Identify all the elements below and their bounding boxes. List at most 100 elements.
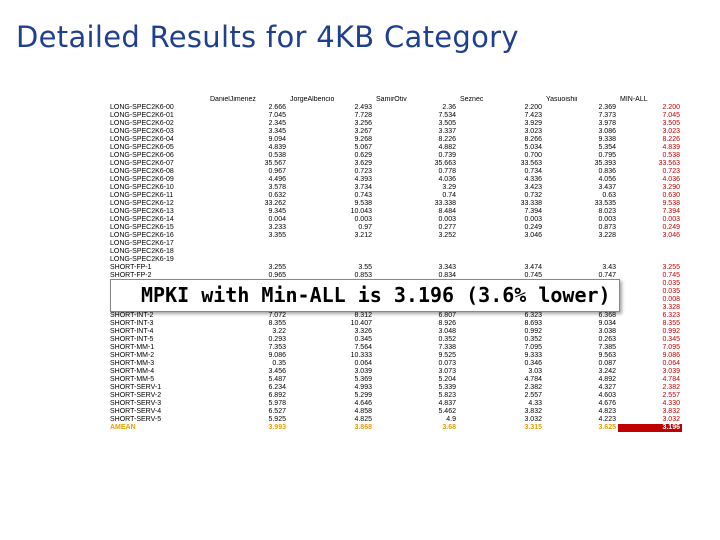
min-all-cell: 4.784 — [662, 376, 680, 383]
value-cell: 3.242 — [598, 368, 616, 375]
table-row: LONG-SPEC2K6-18 — [108, 248, 682, 256]
value-cell: 3.734 — [354, 184, 372, 191]
value-cell: 0.723 — [354, 168, 372, 175]
value-cell — [544, 240, 618, 248]
table-row: SHORT-SERV-2 6.892 5.299 5.823 2.557 4.603 2.5… — [108, 392, 682, 400]
column-header — [108, 96, 208, 104]
value-cell: 4.993 — [354, 384, 372, 391]
table-row: SHORT-MM-3 0.35 0.064 0.073 0.346 0.087 0.064 — [108, 360, 682, 368]
mean-row: AMEAN 3.993 3.868 3.68 3.315 3.625 3.196 — [108, 424, 682, 432]
min-all-cell — [618, 248, 682, 256]
min-all-cell: 0.035 — [662, 280, 680, 287]
value-cell: 5.354 — [598, 144, 616, 151]
value-cell: 3.474 — [524, 264, 542, 271]
table-row: SHORT-MM-2 9.086 10.333 9.525 9.333 9.563 9.08… — [108, 352, 682, 360]
value-cell: 9.086 — [268, 352, 286, 359]
value-cell: 10.407 — [350, 320, 372, 327]
value-cell: 2.493 — [354, 104, 372, 111]
min-all-cell: 2.557 — [662, 392, 680, 399]
min-all-cell: 7.394 — [662, 208, 680, 215]
table-row: LONG-SPEC2K6-10 3.578 3.734 3.29 3.423 3.437 3… — [108, 184, 682, 192]
row-label: SHORT-INT-4 — [110, 328, 154, 335]
value-cell: 0.004 — [268, 216, 286, 223]
table-row: LONG-SPEC2K6-11 0.632 0.743 0.74 0.732 0.63 0.… — [108, 192, 682, 200]
row-label: LONG-SPEC2K6-04 — [110, 136, 174, 143]
min-all-cell: 3.255 — [662, 264, 680, 271]
row-label: LONG-SPEC2K6-00 — [110, 104, 174, 111]
row-label: LONG-SPEC2K6-01 — [110, 112, 174, 119]
min-all-cell: 2.382 — [662, 384, 680, 391]
value-cell: 0.795 — [598, 152, 616, 159]
min-all-cell: 9.086 — [662, 352, 680, 359]
value-cell: 4.036 — [438, 176, 456, 183]
row-label: SHORT-MM-1 — [110, 344, 155, 351]
column-header: Seznec — [460, 96, 484, 103]
min-all-cell: 3.046 — [662, 232, 680, 239]
value-cell: 3.315 — [524, 424, 542, 431]
value-cell: 0.352 — [524, 336, 542, 343]
value-cell: 7.353 — [268, 344, 286, 351]
min-all-cell: 3.290 — [662, 184, 680, 191]
value-cell: 0.073 — [438, 360, 456, 367]
value-cell: 6.892 — [268, 392, 286, 399]
value-cell: 0.632 — [268, 192, 286, 199]
value-cell: 2.36 — [442, 104, 456, 111]
table-row: LONG-SPEC2K6-12 33.262 9.538 33.338 33.338 33… — [108, 200, 682, 208]
min-all-cell: 7.095 — [662, 344, 680, 351]
row-label: SHORT-MM-3 — [110, 360, 155, 367]
value-cell: 4.336 — [524, 176, 542, 183]
table-row: SHORT-INT-5 0.293 0.345 0.352 0.352 0.263 0.34… — [108, 336, 682, 344]
value-cell: 6.234 — [268, 384, 286, 391]
value-cell: 2.666 — [268, 104, 286, 111]
value-cell: 4.837 — [438, 400, 456, 407]
value-cell: 3.086 — [598, 128, 616, 135]
row-label: LONG-SPEC2K6-16 — [110, 232, 174, 239]
value-cell: 7.728 — [354, 112, 372, 119]
row-label: SHORT-SERV-4 — [110, 408, 162, 415]
value-cell: 0.277 — [438, 224, 456, 231]
value-cell: 3.437 — [598, 184, 616, 191]
value-cell: 3.038 — [598, 328, 616, 335]
value-cell: 3.868 — [354, 424, 372, 431]
value-cell: 0.087 — [598, 360, 616, 367]
value-cell: 3.267 — [354, 128, 372, 135]
value-cell: 8.693 — [524, 320, 542, 327]
value-cell: 8.312 — [354, 312, 372, 319]
value-cell: 10.333 — [350, 352, 372, 359]
table-row: LONG-SPEC2K6-03 3.345 3.267 3.337 3.023 3.086… — [108, 128, 682, 136]
min-all-cell: 0.723 — [662, 168, 680, 175]
min-all-cell: 4.839 — [662, 144, 680, 151]
value-cell: 33.563 — [520, 160, 542, 167]
table-row: SHORT-MM-1 7.353 7.564 7.338 7.095 7.385 7.095 — [108, 344, 682, 352]
value-cell: 3.55 — [358, 264, 372, 271]
table-row: SHORT-INT-2 7.072 8.312 6.807 6.323 6.368 6.32… — [108, 312, 682, 320]
value-cell: 4.603 — [598, 392, 616, 399]
table-row: SHORT-SERV-1 6.234 4.993 5.339 2.382 4.327 2.3… — [108, 384, 682, 392]
table-row: SHORT-INT-3 8.355 10.407 8.926 8.693 9.034 8.3… — [108, 320, 682, 328]
table-row: LONG-SPEC2K6-06 0.538 0.629 0.739 0.700 0.795… — [108, 152, 682, 160]
table-row: LONG-SPEC2K6-00 2.666 2.493 2.36 2.200 2.369 2… — [108, 104, 682, 112]
value-cell: 0.700 — [524, 152, 542, 159]
table-row: LONG-SPEC2K6-02 2.345 3.256 3.505 3.929 3.978… — [108, 120, 682, 128]
row-label: LONG-SPEC2K6-18 — [110, 248, 174, 255]
value-cell: 4.784 — [524, 376, 542, 383]
value-cell: 0.834 — [438, 272, 456, 279]
value-cell: 5.034 — [524, 144, 542, 151]
value-cell: 5.487 — [268, 376, 286, 383]
value-cell: 3.03 — [528, 368, 542, 375]
value-cell: 33.535 — [594, 200, 616, 207]
value-cell: 0.003 — [354, 216, 372, 223]
value-cell — [288, 248, 374, 256]
row-label: SHORT-SERV-1 — [110, 384, 162, 391]
min-all-cell: 3.505 — [662, 120, 680, 127]
value-cell: 7.338 — [438, 344, 456, 351]
value-cell: 3.578 — [268, 184, 286, 191]
row-label: SHORT-MM-2 — [110, 352, 155, 359]
row-label: LONG-SPEC2K6-05 — [110, 144, 174, 151]
min-all-cell: 0.035 — [662, 288, 680, 295]
slide-title: Detailed Results for 4KB Category — [16, 20, 519, 54]
row-label: SHORT-SERV-5 — [110, 416, 162, 423]
value-cell: 4.327 — [598, 384, 616, 391]
value-cell: 5.925 — [268, 416, 286, 423]
value-cell: 7.373 — [598, 112, 616, 119]
